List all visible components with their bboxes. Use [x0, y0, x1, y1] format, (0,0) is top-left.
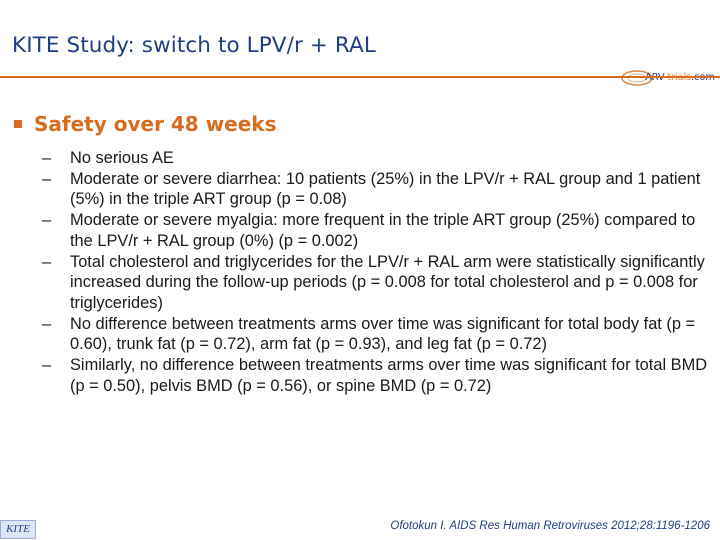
bullet-text: No serious AE: [70, 149, 174, 167]
slide-title: KITE Study: switch to LPV/r + RAL: [12, 33, 376, 58]
section-heading-text: Safety over 48 weeks: [34, 112, 277, 136]
bullet-text: Moderate or severe myalgia: more frequen…: [70, 211, 696, 250]
dash-bullet-icon: –: [42, 211, 52, 230]
dash-bullet-icon: –: [42, 356, 52, 375]
arv-trials-logo: ARV-trials.com: [612, 67, 716, 91]
square-bullet-icon: [14, 119, 22, 128]
citation: Ofotokun I. AIDS Res Human Retroviruses …: [390, 520, 710, 532]
bullet-text: No difference between treatments arms ov…: [70, 314, 696, 354]
bullet-text: Total cholesterol and triglycerides for …: [70, 252, 705, 312]
dash-bullet-icon: –: [42, 149, 52, 167]
arv-trials-logo-icon: [621, 70, 653, 86]
bullet-text: Similarly, no difference between treatme…: [70, 356, 708, 395]
bullet-item: – No serious AE: [42, 148, 712, 169]
bullet-item: – Moderate or severe myalgia: more freque…: [42, 210, 712, 251]
dash-bullet-icon: –: [42, 169, 52, 188]
bullet-text: Moderate or severe diarrhea: 10 patients…: [70, 169, 701, 209]
bullet-item: – Total cholesterol and triglycerides for…: [42, 252, 712, 314]
kite-badge: KITE: [0, 520, 36, 539]
dash-bullet-icon: –: [42, 252, 52, 271]
title-divider: [0, 76, 720, 78]
bullet-list: – No serious AE – Moderate or severe diarr…: [42, 148, 712, 396]
dash-bullet-icon: –: [42, 314, 52, 333]
section-heading: Safety over 48 weeks: [14, 112, 277, 136]
bullet-item: – Moderate or severe diarrhea: 10 patient…: [42, 169, 712, 210]
bullet-item: – Similarly, no difference between treatm…: [42, 355, 712, 396]
bullet-item: – No difference between treatments arms o…: [42, 314, 712, 355]
